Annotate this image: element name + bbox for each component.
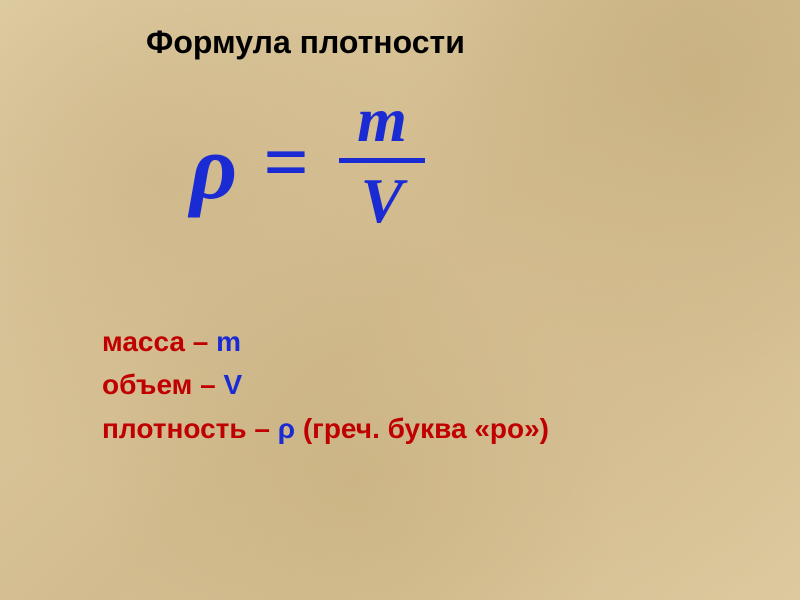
formula-numerator-m: m xyxy=(349,88,415,158)
legend: масса – m объем – V плотность – ρ (греч.… xyxy=(102,320,549,450)
legend-density-dash: – xyxy=(247,413,278,444)
legend-density-note: (греч. буква «ро») xyxy=(295,413,549,444)
formula-denominator-v: V xyxy=(353,163,412,233)
legend-mass-label: масса xyxy=(102,326,185,357)
legend-row-density: плотность – ρ (греч. буква «ро») xyxy=(102,407,549,450)
legend-density-label: плотность xyxy=(102,413,247,444)
formula-fraction: m V xyxy=(339,88,425,233)
legend-row-volume: объем – V xyxy=(102,363,549,406)
formula-lhs-rho: ρ xyxy=(190,121,237,213)
legend-volume-dash: – xyxy=(192,369,223,400)
slide-title: Формула плотности xyxy=(146,24,465,61)
legend-density-symbol: ρ xyxy=(278,413,295,444)
legend-mass-dash: – xyxy=(185,326,216,357)
legend-volume-label: объем xyxy=(102,369,192,400)
legend-volume-symbol: V xyxy=(224,369,243,400)
formula-equals: = xyxy=(263,123,309,203)
density-formula: ρ = m V xyxy=(190,88,425,233)
legend-row-mass: масса – m xyxy=(102,320,549,363)
legend-mass-symbol: m xyxy=(216,326,241,357)
